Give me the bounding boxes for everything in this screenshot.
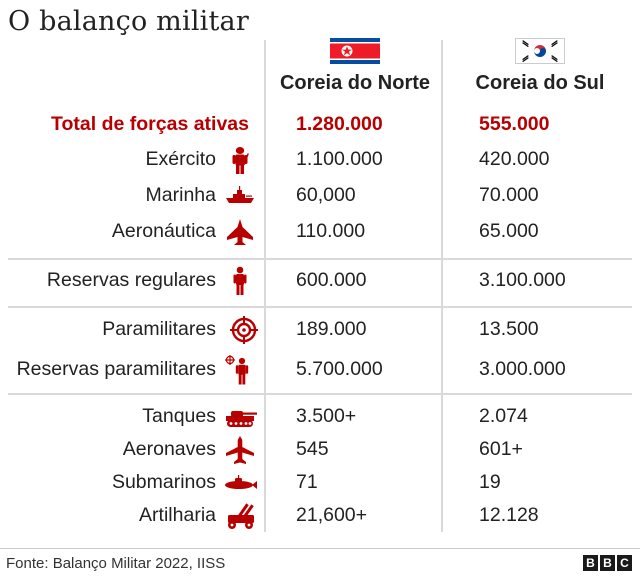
value-north: 21,600+ — [296, 504, 368, 526]
value-north: 71 — [296, 471, 318, 493]
section-divider — [8, 258, 632, 260]
value-south: 19 — [479, 471, 501, 493]
table-row-army: Exército 1.100.000 420.000 — [0, 145, 640, 175]
table-row-submarines: Submarinos 71 19 — [0, 468, 640, 498]
value-south: 3.100.000 — [479, 269, 566, 291]
value-south: 12.128 — [479, 504, 539, 526]
column-label-north: Coreia do Norte — [279, 72, 431, 94]
table-row-artillery: Artilharia 21,600+ 12.128 — [0, 501, 640, 531]
row-label: Paramilitares — [102, 318, 216, 340]
chart-title: O balanço militar — [8, 6, 249, 37]
value-north: 1.100.000 — [296, 148, 383, 170]
tank-icon — [220, 402, 260, 432]
value-south: 65.000 — [479, 220, 539, 242]
value-north: 5.700.000 — [296, 358, 383, 380]
row-label: Artilharia — [139, 504, 216, 526]
value-north: 110.000 — [296, 220, 366, 242]
value-south: 3.000.000 — [479, 358, 566, 380]
value-south: 70.000 — [479, 184, 539, 206]
row-label: Aeronaves — [122, 438, 216, 460]
soldier-icon — [220, 145, 260, 175]
logo-letter: B — [583, 555, 598, 571]
section-divider — [8, 393, 632, 395]
value-south: 601+ — [479, 438, 523, 460]
bbc-logo: B B C — [583, 555, 632, 571]
crosshair-icon — [220, 315, 260, 345]
table-row-tanks: Tanques 3.500+ 2.074 — [0, 402, 640, 432]
column-header-south-korea: Coreia do Sul — [450, 38, 630, 95]
table-row-navy: Marinha 60,000 70.000 — [0, 181, 640, 211]
airplane-icon — [220, 435, 260, 465]
value-north: 600.000 — [296, 269, 367, 291]
value-north: 545 — [296, 438, 329, 460]
row-label: Reservas regulares — [46, 269, 216, 291]
column-label-south: Coreia do Sul — [475, 72, 605, 94]
north-korea-flag-icon — [330, 38, 380, 64]
column-header-north-korea: Coreia do Norte — [265, 38, 445, 95]
source-note: Fonte: Balanço Militar 2022, IISS — [6, 555, 226, 572]
value-north: 60,000 — [296, 184, 356, 206]
footer-divider — [0, 548, 640, 549]
table-row-total-active-forces: Total de forças ativas 1.280.000 555.000 — [0, 110, 640, 140]
row-label: Marinha — [145, 184, 216, 206]
value-north: 1.280.000 — [296, 113, 383, 135]
submarine-icon — [220, 468, 260, 498]
logo-letter: B — [600, 555, 615, 571]
fighter-jet-icon — [220, 217, 260, 247]
table-row-paramilitary: Paramilitares 189.000 13.500 — [0, 315, 640, 345]
row-label: Aeronáutica — [111, 220, 216, 242]
value-north: 189.000 — [296, 318, 367, 340]
column-divider — [441, 40, 443, 532]
logo-letter: C — [617, 555, 632, 571]
warship-icon — [220, 181, 260, 211]
value-south: 420.000 — [479, 148, 550, 170]
table-row-aircraft: Aeronaves 545 601+ — [0, 435, 640, 465]
row-label: Total de forças ativas — [51, 113, 249, 135]
section-divider — [8, 306, 632, 308]
table-row-regular-reserves: Reservas regulares 600.000 3.100.000 — [0, 266, 640, 296]
table-row-paramilitary-reserves: Reservas paramilitares 5.700.000 3.000.0… — [0, 355, 640, 385]
row-label: Submarinos — [111, 471, 216, 493]
column-divider — [264, 40, 266, 532]
row-label: Reservas paramilitares — [16, 358, 216, 380]
row-label: Tanques — [142, 405, 216, 427]
value-north: 3.500+ — [296, 405, 357, 427]
person-icon — [220, 266, 260, 296]
artillery-icon — [220, 501, 260, 531]
person-crosshair-icon — [220, 355, 260, 385]
south-korea-flag-icon — [515, 38, 565, 64]
row-label: Exército — [145, 148, 216, 170]
value-south: 13.500 — [479, 318, 539, 340]
table-row-air-force: Aeronáutica 110.000 65.000 — [0, 217, 640, 247]
value-south: 2.074 — [479, 405, 528, 427]
value-south: 555.000 — [479, 113, 550, 135]
